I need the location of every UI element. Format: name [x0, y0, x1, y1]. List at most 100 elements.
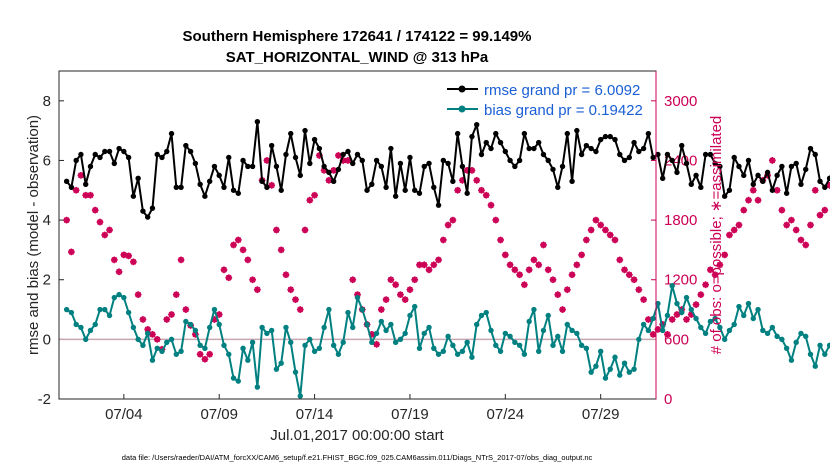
- bias-point: [578, 342, 585, 349]
- bias-point: [674, 300, 680, 307]
- obs-assimilated-point: [163, 316, 171, 323]
- bias-point: [516, 342, 523, 349]
- bias-point: [817, 342, 823, 349]
- obs-assimilated-point: [621, 266, 628, 274]
- bias-line: [66, 284, 830, 397]
- bias-point: [297, 393, 303, 399]
- rmse-point: [435, 202, 442, 208]
- bias-point: [164, 339, 170, 346]
- x-tick-label: 07/29: [582, 406, 620, 423]
- bias-point: [97, 306, 103, 313]
- obs-assimilated-point: [711, 271, 719, 279]
- rmse-point: [621, 157, 628, 164]
- bias-point: [459, 348, 466, 354]
- rmse-point: [731, 154, 737, 161]
- bias-point: [288, 339, 294, 346]
- bias-point: [607, 366, 613, 372]
- bias-point: [340, 339, 346, 346]
- y-tick-label: 2: [43, 272, 51, 289]
- bias-point: [273, 366, 280, 372]
- bias-point: [640, 321, 647, 328]
- obs-assimilated-point: [797, 236, 805, 244]
- obs-assimilated-point: [230, 241, 237, 249]
- rmse-point: [664, 151, 671, 158]
- rmse-point: [745, 157, 752, 164]
- bias-point: [392, 339, 399, 346]
- rmse-point: [569, 178, 575, 185]
- rmse-point: [583, 142, 590, 149]
- rmse-point: [717, 163, 723, 170]
- bias-point: [707, 318, 714, 325]
- rmse-point: [702, 151, 709, 158]
- bias-point: [526, 318, 532, 325]
- bias-point: [111, 294, 118, 301]
- rmse-point: [721, 193, 728, 199]
- obs-assimilated-point: [368, 330, 376, 338]
- bias-point: [726, 327, 733, 334]
- bias-point: [316, 345, 323, 352]
- rmse-point: [125, 154, 132, 161]
- rmse-point: [526, 145, 532, 152]
- rmse-point: [483, 139, 489, 146]
- obs-assimilated-point: [206, 350, 214, 358]
- obs-assimilated-point: [106, 226, 113, 234]
- rmse-point: [760, 178, 766, 185]
- rmse-point: [102, 148, 108, 155]
- rmse-point: [445, 160, 451, 167]
- obs-assimilated-point: [640, 296, 648, 304]
- rmse-point: [459, 163, 466, 170]
- obs-assimilated-point: [520, 281, 528, 289]
- bias-point: [564, 321, 571, 328]
- rmse-point: [92, 151, 98, 158]
- obs-assimilated-point: [697, 291, 705, 299]
- rmse-point: [741, 172, 747, 179]
- rmse-point: [488, 145, 494, 152]
- bias-point: [602, 375, 609, 381]
- obs-assimilated-point: [644, 316, 652, 323]
- obs-assimilated-point: [716, 261, 724, 269]
- bias-point: [292, 369, 299, 375]
- obs-assimilated-point: [249, 276, 256, 284]
- obs-assimilated-point: [273, 226, 280, 234]
- obs-assimilated-point: [702, 281, 709, 289]
- obs-assimilated-point: [511, 266, 519, 274]
- rmse-point: [454, 130, 461, 137]
- bias-point: [359, 306, 365, 313]
- rmse-point: [693, 172, 699, 179]
- rmse-point: [688, 181, 694, 188]
- rmse-series: [63, 118, 830, 220]
- obs-assimilated-point: [191, 330, 199, 338]
- footnote: data file: /Users/raeder/DAI/ATM_forcXX/…: [122, 453, 593, 462]
- rmse-point: [803, 166, 809, 173]
- obs-assimilated-point: [692, 301, 700, 308]
- bias-point: [631, 366, 637, 372]
- rmse-point: [278, 187, 284, 193]
- obs-assimilated-point: [416, 261, 423, 269]
- bias-point: [502, 330, 509, 337]
- bias-point: [478, 312, 485, 319]
- obs-assimilated-point: [392, 281, 400, 289]
- obs-assimilated-point: [225, 274, 233, 282]
- bias-point: [326, 306, 332, 313]
- bias-point: [521, 351, 528, 357]
- obs-assimilated-point: [91, 206, 99, 214]
- bias-point: [559, 348, 566, 354]
- obs-assimilated-point: [196, 350, 204, 358]
- bias-point: [421, 330, 427, 337]
- rmse-point: [507, 157, 513, 164]
- rmse-point: [73, 157, 79, 164]
- obs-assimilated-point: [125, 252, 133, 260]
- obs-assimilated-point: [821, 206, 829, 214]
- obs-assimilated-point: [706, 266, 714, 274]
- obs-assimilated-point: [277, 246, 285, 254]
- bias-point: [407, 312, 413, 319]
- bias-point: [135, 336, 141, 343]
- rmse-point: [369, 181, 375, 188]
- bias-point: [812, 363, 818, 369]
- obs-assimilated-point: [802, 241, 810, 249]
- obs-assimilated-point: [387, 276, 395, 284]
- bias-point: [750, 315, 756, 322]
- bias-point: [211, 306, 218, 313]
- obs-assimilated-point: [473, 176, 481, 184]
- rmse-point: [421, 163, 427, 170]
